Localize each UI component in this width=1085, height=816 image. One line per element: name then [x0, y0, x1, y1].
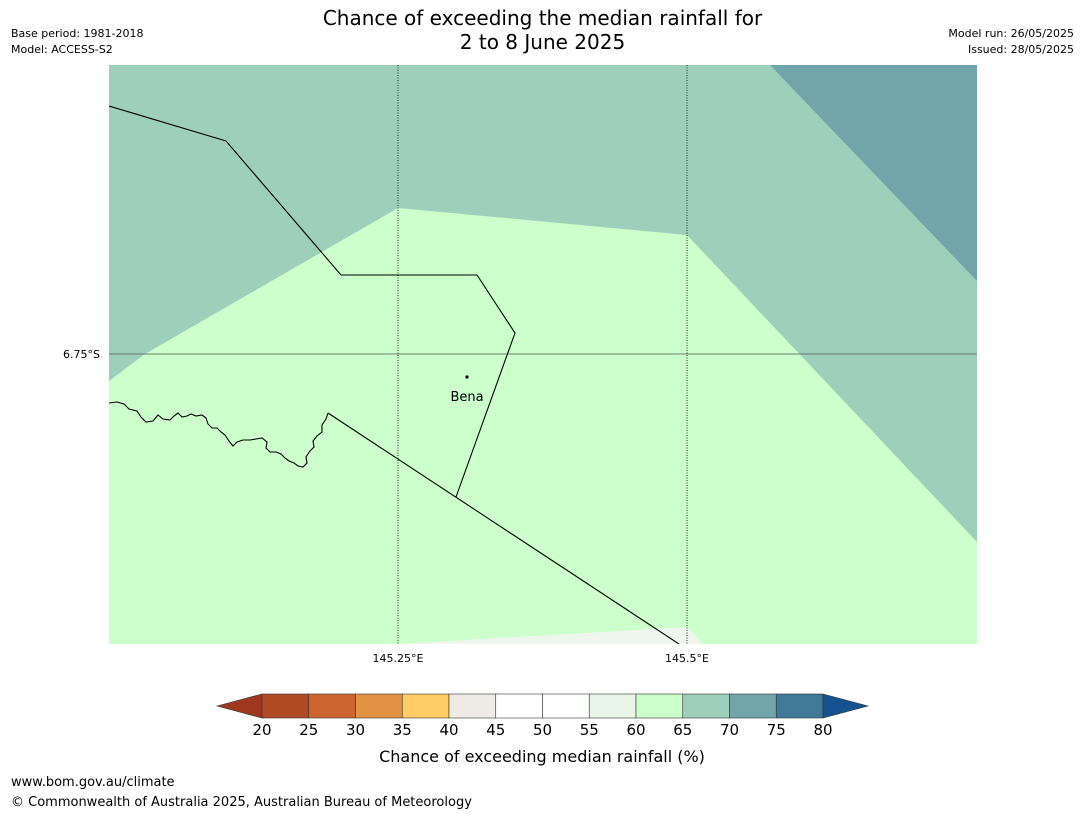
colorbar-segment-50: [542, 693, 590, 719]
footer-url: www.bom.gov.au/climate: [11, 775, 175, 790]
colorbar-tick-label: 25: [299, 721, 318, 739]
coastline-boundary: [109, 401, 329, 468]
base-period-text: Base period: 1981-2018: [11, 27, 144, 40]
chart-title: Chance of exceeding the median rainfall …: [0, 6, 1085, 54]
colorbar-tick-label: 20: [252, 721, 271, 739]
colorbar-tick-label: 50: [533, 721, 552, 739]
colorbar-segment-65: [682, 693, 730, 719]
colorbar-tick-label: 35: [393, 721, 412, 739]
probability-band-70-75: [770, 65, 977, 281]
footer-copyright: © Commonwealth of Australia 2025, Austra…: [11, 795, 472, 810]
province-boundary-south: [327, 412, 680, 644]
model-run-text: Model run: 26/05/2025: [948, 27, 1074, 40]
title-line-1: Chance of exceeding the median rainfall …: [322, 6, 763, 30]
colorbar-tick-label: 80: [813, 721, 832, 739]
title-line-2: 2 to 8 June 2025: [459, 30, 626, 54]
colorbar-legend: 20 25 30 35 40 45 50 55 60 65 70 75 80: [215, 693, 870, 739]
colorbar-tick-label: 30: [346, 721, 365, 739]
legend-title: Chance of exceeding median rainfall (%): [379, 747, 705, 766]
colorbar-tick-label: 45: [486, 721, 505, 739]
colorbar-segment-55: [588, 693, 637, 719]
colorbar-tick-label: 40: [439, 721, 458, 739]
latitude-label: 6.75°S: [63, 348, 100, 361]
place-label: Bena: [450, 390, 483, 405]
colorbar-segment-20: [261, 693, 310, 719]
colorbar-extend-high: [822, 693, 870, 719]
colorbar-tick-label: 65: [673, 721, 692, 739]
model-text: Model: ACCESS-S2: [11, 43, 113, 56]
longitude-label-1: 145.25°E: [373, 652, 424, 665]
province-boundary: [109, 105, 516, 498]
colorbar-segment-75: [775, 693, 824, 719]
issued-text: Issued: 28/05/2025: [967, 43, 1074, 56]
colorbar-segment-70: [729, 693, 777, 719]
colorbar-segment-40: [448, 693, 497, 719]
colorbar-segment-35: [401, 693, 450, 719]
meta-right: Model run: 26/05/2025 Issued: 28/05/2025: [948, 26, 1074, 58]
colorbar-tick-label: 75: [767, 721, 786, 739]
colorbar-segment-60: [635, 693, 684, 719]
colorbar-segment-30: [355, 693, 403, 719]
colorbar-segment-45: [495, 693, 543, 719]
colorbar-segment-25: [308, 693, 356, 719]
probability-band-55-60: [398, 627, 703, 644]
meta-left: Base period: 1981-2018 Model: ACCESS-S2: [11, 26, 143, 58]
longitude-label-2: 145.5°E: [665, 652, 709, 665]
colorbar-tick-label: 55: [580, 721, 599, 739]
probability-band-60-65: [109, 208, 977, 644]
town-marker: [465, 375, 469, 379]
colorbar-tick-label: 60: [626, 721, 645, 739]
map-fill-layer: [109, 65, 977, 644]
colorbar-extend-low: [215, 693, 263, 719]
colorbar-tick-label: 70: [720, 721, 739, 739]
